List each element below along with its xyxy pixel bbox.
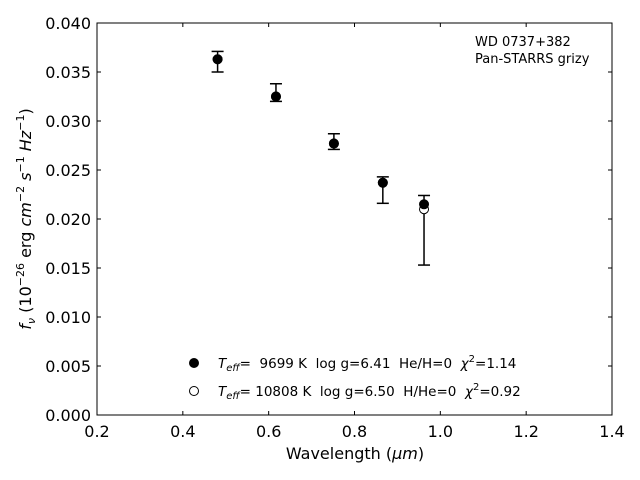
y-tick-label: 0.005 [45,357,91,376]
error-bars [211,50,431,266]
model-point-filled [419,199,430,210]
x-tick-label: 0.2 [84,422,109,441]
x-tick-label: 1.2 [513,422,538,441]
annotation-survey: Pan-STARRS grizy [475,52,590,67]
annotation-object: WD 0737+382 [475,35,571,50]
y-axis-ticks: 0.000 0.005 0.010 0.015 0.020 0.025 0.030 0.035… [45,14,612,425]
y-tick-label: 0.040 [45,14,91,33]
y-axis-label: fν (10−26 erg cm−2 s−1 Hz−1) [14,108,38,329]
x-axis-label: Wavelength (μm) [286,444,424,463]
x-tick-label: 1.0 [428,422,453,441]
y-tick-label: 0.020 [45,210,91,229]
model-point-filled [270,91,281,102]
model-filled-markers [212,54,430,210]
y-tick-label: 0.010 [45,308,91,327]
model-point-filled [328,138,339,149]
y-tick-label: 0.015 [45,259,91,278]
legend-filled-marker [189,358,199,368]
model-point-filled [212,54,223,65]
x-tick-label: 0.4 [170,422,195,441]
x-tick-label: 1.4 [599,422,624,441]
legend-entry-filled: Teff= 9699 K log g=6.41 He/H=0 χ2=1.14 [218,354,516,374]
legend-open-marker [189,386,199,396]
x-tick-label: 0.6 [256,422,281,441]
x-axis-ticks: 0.2 0.4 0.6 0.8 1.0 1.2 1.4 [84,23,625,441]
y-tick-label: 0.035 [45,63,91,82]
x-tick-label: 0.8 [342,422,367,441]
y-tick-label: 0.030 [45,112,91,131]
legend: Teff= 9699 K log g=6.41 He/H=0 χ2=1.14 T… [189,354,521,402]
plot-area [96,22,613,416]
y-tick-label: 0.000 [45,406,91,425]
model-point-filled [377,177,388,188]
y-tick-label: 0.025 [45,161,91,180]
legend-entry-open: Teff= 10808 K log g=6.50 H/He=0 χ2=0.92 [218,382,521,402]
